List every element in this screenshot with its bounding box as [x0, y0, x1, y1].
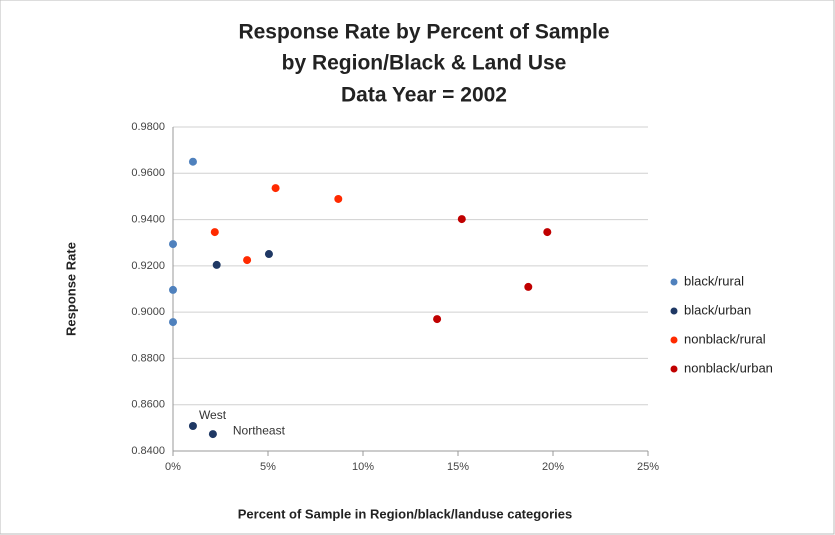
annotation: West [199, 408, 227, 422]
legend-label: nonblack/rural [684, 331, 766, 346]
point [271, 184, 280, 193]
x-axis-title: Percent of Sample in Region/black/landus… [238, 506, 573, 521]
point [208, 430, 217, 439]
point [264, 250, 273, 259]
y-tick-label: 0.8800 [131, 352, 165, 364]
x-tick-label: 25% [637, 461, 659, 473]
legend-marker [670, 336, 678, 344]
y-tick-label: 0.9200 [131, 260, 165, 272]
y-tick-label: 0.9800 [131, 121, 165, 133]
y-tick-label: 0.8600 [131, 399, 165, 411]
legend-label: black/rural [684, 273, 744, 288]
x-tick-label: 10% [352, 461, 374, 473]
legend-label: nonblack/urban [684, 360, 773, 375]
chart-title: Response Rate by Percent of Sample [238, 21, 609, 44]
x-tick-label: 15% [447, 461, 469, 473]
point [334, 194, 343, 203]
point [543, 228, 552, 237]
annotation: Northeast [233, 423, 286, 437]
point [169, 318, 177, 327]
point [210, 228, 219, 237]
point [524, 282, 533, 291]
point [212, 260, 221, 269]
chart-title: Data Year = 2002 [341, 84, 507, 107]
point [169, 240, 177, 249]
x-tick-label: 0% [165, 461, 181, 473]
y-tick-label: 0.8400 [131, 445, 165, 457]
y-axis-title: Response Rate [63, 242, 78, 336]
point [457, 215, 466, 224]
chart-title: by Region/Black & Land Use [282, 52, 567, 75]
legend-marker [670, 307, 678, 315]
x-tick-label: 20% [542, 461, 564, 473]
legend-marker [670, 365, 678, 373]
legend-label: black/urban [684, 302, 751, 317]
point [188, 422, 197, 431]
y-tick-label: 0.9400 [131, 213, 165, 225]
point [169, 285, 177, 294]
legend-marker [670, 278, 678, 286]
x-tick-label: 5% [260, 461, 276, 473]
point [433, 315, 442, 324]
point [188, 157, 197, 166]
point [243, 256, 252, 265]
y-tick-label: 0.9600 [131, 167, 165, 179]
y-tick-label: 0.9000 [131, 306, 165, 318]
